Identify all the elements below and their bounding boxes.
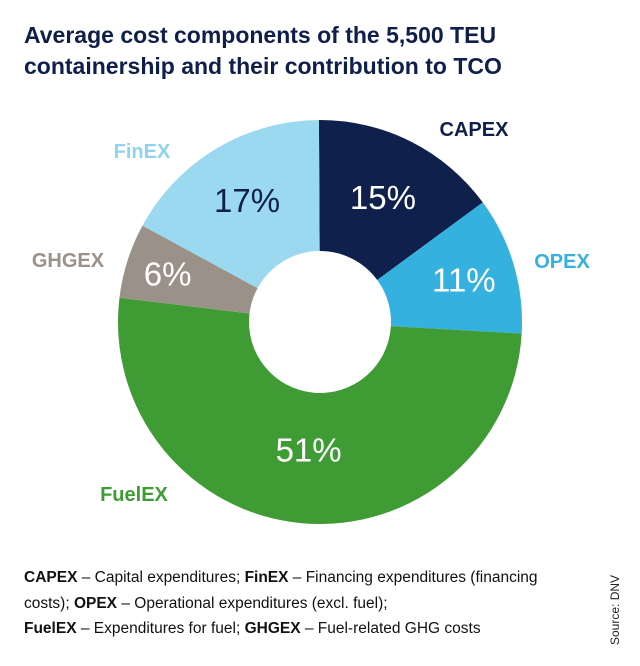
- slice-finex: [142, 120, 320, 289]
- category-label-finex: FinEX: [114, 141, 171, 163]
- source-note: Source: DNV: [608, 574, 622, 645]
- note-desc: – Financing expenditures (financing cost…: [24, 569, 538, 612]
- slice-ghgex: [119, 225, 258, 314]
- slice-fuelex: [118, 297, 522, 525]
- category-label-fuelex: FuelEX: [100, 484, 168, 506]
- note-desc: – Capital expenditures;: [77, 569, 245, 586]
- note-desc: – Fuel-related GHG costs: [300, 620, 481, 637]
- data-label-finex: 17%: [214, 182, 280, 219]
- note-term: FuelEX: [24, 620, 77, 637]
- data-label-ghgex: 6%: [144, 255, 192, 292]
- note-desc: – Expenditures for fuel;: [76, 620, 245, 637]
- note-term: FinEX: [244, 569, 289, 586]
- category-label-ghgex: GHGEX: [32, 250, 105, 272]
- chart-title: Average cost components of the 5,500 TEU…: [24, 22, 502, 79]
- note-term: GHGEX: [244, 620, 301, 637]
- data-label-capex: 15%: [350, 179, 416, 216]
- slice-capex: [318, 120, 483, 280]
- legend-notes: CAPEX – Capital expenditures; FinEX – Fi…: [24, 565, 564, 642]
- note-term: CAPEX: [24, 569, 78, 586]
- category-label-opex: OPEX: [534, 251, 590, 273]
- slice-opex: [377, 202, 522, 334]
- note-desc: – Operational expenditures (excl. fuel);: [117, 594, 388, 612]
- data-label-opex: 11%: [432, 261, 496, 298]
- note-term: OPEX: [73, 594, 118, 612]
- data-label-fuelex: 51%: [276, 431, 342, 468]
- category-label-capex: CAPEX: [440, 119, 510, 141]
